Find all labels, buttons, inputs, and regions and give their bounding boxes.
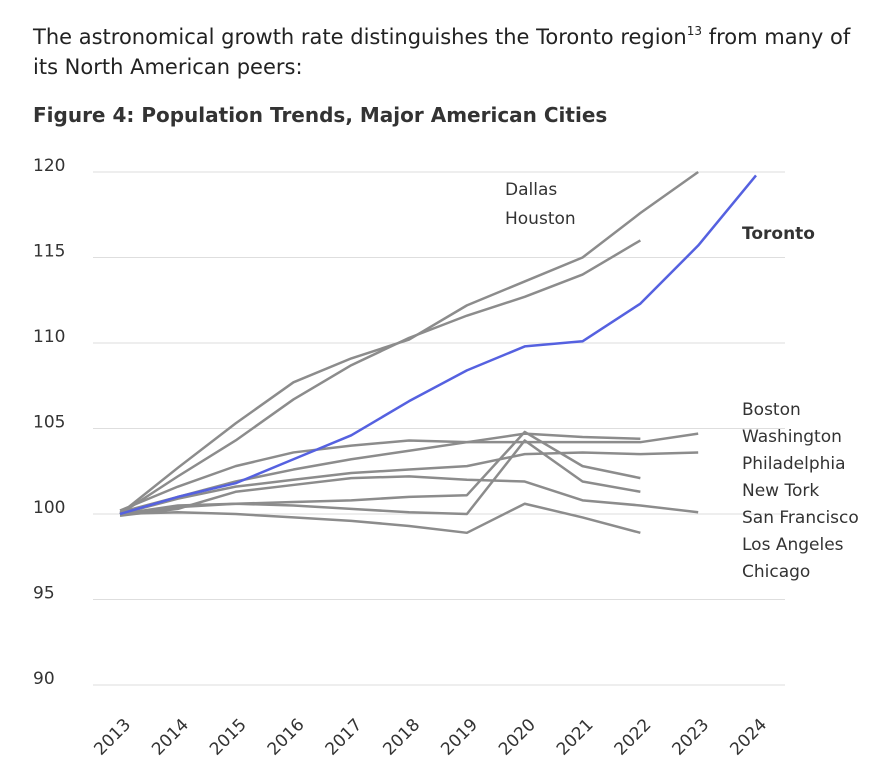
series-line (119, 239, 642, 516)
series-line (119, 432, 699, 512)
x-tick-label: 2021 (553, 715, 598, 760)
series-line (119, 439, 641, 516)
series-line (119, 170, 699, 515)
x-tick-label: 2018 (379, 715, 424, 760)
x-tick-label: 2016 (264, 715, 309, 760)
series-label: Los Angeles (742, 535, 844, 555)
footnote: 13 (686, 24, 703, 38)
y-tick-label: 115 (33, 242, 65, 262)
series-label: New Tork (742, 481, 819, 501)
series-label: Dallas (505, 180, 557, 200)
series-label: Philadelphia (742, 454, 846, 474)
intro: The astronomical growth rate distinguish… (33, 22, 853, 82)
y-tick-label: 105 (33, 413, 65, 433)
y-tick-label: 120 (33, 156, 65, 176)
x-tick-label: 2020 (495, 715, 540, 760)
x-tick-label: 2014 (148, 715, 193, 760)
x-tick-label: 2015 (206, 715, 251, 760)
series-label: San Francisco (742, 508, 859, 528)
x-tick-label: 2017 (322, 715, 367, 760)
x-tick-label: 2022 (611, 715, 656, 760)
series-label: Toronto (742, 224, 815, 244)
figure-title: Figure 4: Population Trends, Major Ameri… (33, 103, 608, 127)
series-label: Boston (742, 400, 801, 420)
x-tick-label: 2019 (437, 715, 482, 760)
y-tick-label: 100 (33, 498, 65, 518)
y-tick-label: 110 (33, 327, 65, 347)
x-tick-label: 2024 (726, 715, 771, 760)
y-tick-label: 90 (33, 669, 55, 689)
series-line (119, 475, 699, 517)
series-line (119, 502, 641, 535)
series-line (119, 432, 641, 514)
y-tick-label: 95 (33, 584, 55, 604)
series-label: Houston (505, 209, 576, 229)
series-line (119, 451, 699, 516)
intro-text: The astronomical growth rate distinguish… (33, 25, 687, 49)
series-label: Chicago (742, 562, 810, 582)
x-tick-label: 2013 (90, 715, 135, 760)
x-tick-label: 2023 (669, 715, 714, 760)
series-label: Washington (742, 427, 842, 447)
series-line (119, 174, 757, 516)
intro-text: from many of its North American peers: (33, 25, 851, 79)
